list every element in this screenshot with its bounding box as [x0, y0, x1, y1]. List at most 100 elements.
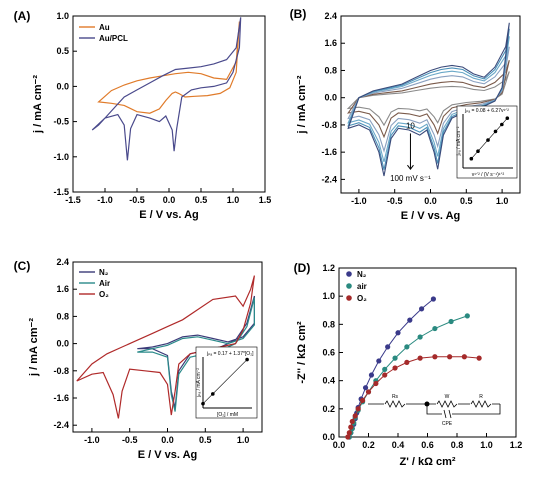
y-tick-label: 2.4	[56, 257, 69, 267]
legend-label: Air	[99, 279, 110, 288]
x-tick-label: -1.0	[351, 196, 367, 206]
legend-label: N₂	[99, 268, 109, 277]
y-tick-label: 0.0	[56, 81, 69, 91]
y-axis-label: j / mA cm⁻²	[28, 318, 40, 377]
data-point	[404, 344, 410, 350]
data-point	[419, 306, 425, 312]
y-tick-label: 0.8	[324, 65, 337, 75]
y-tick-label: -0.8	[53, 366, 69, 376]
panel-d: 0.0 0.2 0.4 0.6 0.8 1.0 1.2 0.0 0.2 0.4 0.6 0.8 1.0 1…	[294, 261, 523, 468]
data-point	[464, 313, 470, 319]
circuit-label: W	[445, 394, 450, 400]
series-line	[76, 275, 255, 419]
y-tick-label: 0.5	[56, 46, 69, 56]
legend-marker	[346, 283, 352, 289]
data-point	[382, 366, 388, 372]
legend-label: O₂	[99, 290, 109, 299]
inset-point	[245, 357, 249, 362]
data-point	[461, 354, 467, 360]
circuit-wire	[426, 404, 501, 415]
panel-b: -1.0 -0.5 0.0 0.5 1.0 -2.4 -1.6 -0.8 0.0 0.8 1.6 2.…	[290, 7, 521, 222]
resistor-rs	[384, 400, 406, 408]
x-tick-label: 0.0	[163, 195, 176, 205]
y-tick-label: 1.6	[56, 284, 69, 294]
annotation-label: 100 mV s⁻¹	[390, 174, 431, 183]
cpe-plate	[443, 409, 447, 419]
data-point	[417, 355, 423, 361]
legend-label: Au/PCL	[99, 34, 128, 43]
data-point	[407, 317, 413, 323]
x-tick-label: 1.0	[237, 435, 250, 445]
y-tick-label: 0.6	[322, 348, 335, 358]
x-tick-label: -0.5	[387, 196, 403, 206]
y-tick-label: -2.4	[53, 420, 69, 430]
y-tick-label: 2.4	[324, 11, 337, 21]
x-tick-label: 0.8	[451, 440, 464, 450]
y-tick-label: -1.5	[53, 187, 69, 197]
data-point	[404, 359, 410, 365]
y-axis-label: j / mA cm⁻²	[32, 75, 44, 134]
equivalent-circuit: Rs W CPE R	[368, 394, 501, 427]
series-line	[137, 297, 255, 412]
y-tick-label: -1.6	[321, 147, 337, 157]
inset-fit-line	[202, 359, 248, 404]
data-point	[432, 325, 438, 332]
inset-point	[500, 122, 504, 127]
y-tick-label: -0.5	[53, 117, 69, 127]
x-tick-label: 0.5	[195, 195, 208, 205]
inset-point	[493, 129, 498, 134]
x-tick-label: 0.0	[333, 440, 346, 450]
data-point	[430, 296, 436, 302]
inset-point	[476, 149, 480, 153]
legend-label: Au	[99, 23, 110, 32]
x-axis-label: E / V vs. Ag	[139, 209, 199, 221]
inset-point	[505, 116, 510, 120]
y-tick-label: 1.6	[324, 38, 337, 48]
x-tick-label: 1.0	[496, 196, 509, 206]
series-line	[97, 21, 240, 114]
y-tick-label: 0.8	[322, 319, 335, 329]
x-tick-label: 0.5	[460, 196, 473, 206]
y-tick-label: -1.0	[53, 152, 69, 162]
data-point	[476, 355, 482, 361]
legend-label: O₂	[357, 294, 367, 303]
inset-point	[486, 138, 490, 142]
panel-label: (B)	[290, 7, 307, 21]
data-point	[448, 318, 454, 325]
inset-point	[201, 401, 205, 406]
inset-frame	[195, 346, 258, 419]
y-tick-label: 0.0	[322, 432, 335, 442]
y-tick-label: -1.6	[53, 393, 69, 403]
fit-line	[347, 356, 480, 438]
y-axis-label: j / mA cm⁻²	[296, 75, 308, 134]
data-point	[348, 424, 354, 430]
inset-y-label: jₚₐ / mA cm⁻²	[456, 126, 462, 156]
x-tick-label: -1.5	[65, 195, 81, 205]
data-point	[392, 365, 398, 371]
panel-c: -1.0 -0.5 0.0 0.5 1.0 -2.4 -1.6 -0.8 0.0 0.8 1.6 2.…	[14, 257, 263, 461]
inset-point	[469, 156, 474, 161]
resistor-r	[470, 400, 492, 408]
data-point	[355, 406, 361, 412]
inset-y-label: jₚₐ / mA cm⁻²	[196, 368, 202, 398]
annotation-label: 10	[406, 121, 415, 130]
legend-marker	[346, 295, 352, 301]
data-point	[365, 389, 372, 395]
resistor-gap	[436, 400, 458, 408]
data-point	[417, 334, 423, 340]
fit-line	[348, 315, 468, 438]
data-point	[352, 413, 358, 419]
x-axis-label: Z' / kΩ cm²	[399, 456, 455, 468]
y-tick-label: 0.4	[322, 376, 335, 386]
y-tick-label: -2.4	[321, 174, 337, 184]
x-tick-label: -0.5	[122, 435, 138, 445]
data-point	[432, 354, 438, 360]
data-point	[362, 385, 369, 391]
y-tick-label: 0.2	[322, 404, 335, 414]
x-axis-label: E / V vs. Ag	[401, 210, 461, 222]
annotation-arrowhead	[407, 164, 414, 171]
data-point	[368, 372, 375, 378]
y-tick-label: 0.0	[56, 339, 69, 349]
x-tick-label: 1.0	[480, 440, 493, 450]
